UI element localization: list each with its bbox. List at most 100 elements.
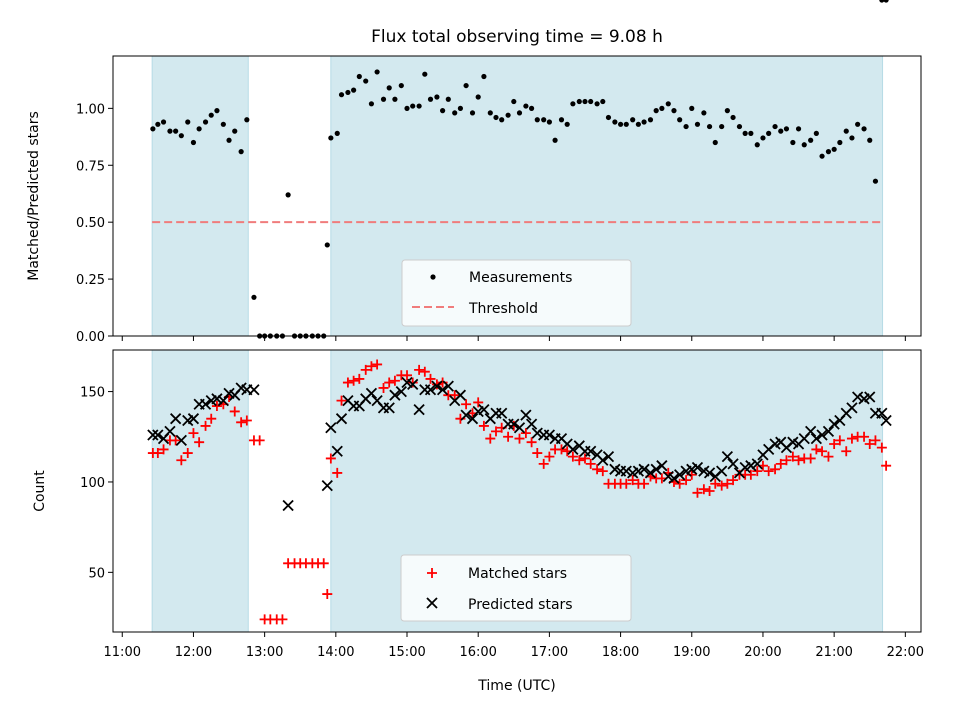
matched-star-marker bbox=[236, 417, 247, 428]
measurement-point bbox=[190, 139, 197, 146]
matched-star-marker bbox=[811, 444, 822, 455]
matched-star-marker bbox=[414, 364, 425, 375]
predicted-star-marker bbox=[496, 407, 508, 419]
predicted-star-marker bbox=[674, 469, 686, 481]
matched-star-marker bbox=[592, 464, 603, 475]
matched-star-marker bbox=[567, 451, 578, 462]
x-tick-label: 12:00 bbox=[175, 645, 212, 660]
measurement-point bbox=[380, 96, 387, 102]
matched-star-marker bbox=[639, 478, 650, 489]
measurement-point bbox=[173, 128, 179, 134]
matched-star-marker bbox=[763, 466, 774, 477]
legend-matched-label: Matched stars bbox=[468, 566, 567, 582]
measurement-point bbox=[457, 105, 464, 111]
measurement-point bbox=[244, 117, 250, 123]
measurement-point bbox=[808, 137, 814, 143]
matched-star-marker bbox=[775, 458, 786, 469]
predicted-star-marker bbox=[321, 479, 333, 492]
predicted-star-marker bbox=[602, 451, 615, 463]
predicted-star-marker bbox=[822, 425, 835, 437]
matched-star-marker bbox=[241, 415, 252, 426]
measurement-point bbox=[879, 0, 885, 3]
measurement-point bbox=[867, 137, 873, 143]
matched-star-marker bbox=[745, 469, 756, 480]
axes-frame bbox=[112, 349, 922, 633]
predicted-star-marker bbox=[727, 458, 739, 470]
matched-star-marker bbox=[384, 377, 395, 388]
predicted-star-marker bbox=[668, 472, 680, 484]
measurement-point bbox=[813, 130, 819, 136]
predicted-star-marker bbox=[442, 380, 454, 392]
measurement-point bbox=[368, 101, 375, 107]
matched-star-markers bbox=[147, 359, 892, 625]
predicted-star-marker bbox=[383, 402, 395, 414]
measurement-point bbox=[641, 119, 647, 125]
measurement-point bbox=[825, 149, 832, 155]
predicted-star-marker bbox=[543, 429, 556, 441]
measurement-point bbox=[351, 87, 357, 93]
matched-star-marker bbox=[817, 446, 828, 457]
predicted-star-marker bbox=[531, 427, 543, 439]
matched-star-marker bbox=[514, 433, 525, 444]
measurement-point bbox=[861, 126, 867, 132]
matched-star-marker bbox=[211, 401, 222, 412]
predicted-star-marker bbox=[170, 413, 182, 425]
measurement-point bbox=[689, 105, 695, 111]
matched-star-marker bbox=[728, 475, 739, 486]
measurement-point bbox=[374, 69, 380, 75]
measurement-point bbox=[440, 108, 446, 114]
predicted-star-marker bbox=[454, 389, 467, 401]
ratio-legend: Measurements Threshold bbox=[401, 259, 632, 327]
predicted-star-marker bbox=[716, 465, 728, 477]
matched-star-marker bbox=[627, 475, 638, 486]
predicted-star-marker bbox=[864, 391, 876, 403]
matched-star-marker bbox=[674, 478, 685, 489]
predicted-star-marker bbox=[620, 465, 632, 477]
measurement-point bbox=[196, 126, 202, 132]
measurement-point bbox=[167, 128, 173, 134]
predicted-star-marker bbox=[703, 467, 716, 479]
measurement-point bbox=[334, 130, 340, 136]
predicted-star-marker bbox=[525, 418, 538, 430]
predicted-star-marker bbox=[585, 445, 597, 457]
axes-frame bbox=[112, 55, 922, 337]
measurement-point bbox=[564, 121, 570, 127]
measurement-point bbox=[452, 110, 458, 116]
measurement-point bbox=[635, 121, 641, 127]
measurement-point bbox=[523, 103, 529, 109]
matched-star-marker bbox=[597, 466, 608, 477]
measurement-point bbox=[251, 294, 257, 300]
measurement-point bbox=[665, 101, 671, 107]
matched-star-marker bbox=[402, 370, 413, 381]
matched-star-marker bbox=[870, 435, 881, 446]
matched-star-marker bbox=[787, 451, 798, 462]
matched-star-marker bbox=[692, 487, 703, 498]
matched-star-marker bbox=[200, 420, 211, 431]
matched-star-marker bbox=[793, 455, 804, 466]
measurement-point bbox=[238, 149, 244, 155]
measurement-point bbox=[150, 126, 156, 132]
measurement-point bbox=[677, 117, 683, 123]
measurement-point bbox=[683, 123, 689, 130]
predicted-star-marker bbox=[431, 380, 443, 392]
measurement-point bbox=[719, 123, 725, 130]
matched-star-marker bbox=[823, 451, 834, 462]
measurement-point bbox=[795, 126, 802, 132]
measurement-point bbox=[511, 98, 517, 105]
predicted-star-marker bbox=[436, 384, 449, 396]
measurement-point bbox=[328, 135, 334, 141]
measurement-point bbox=[783, 126, 790, 132]
predicted-star-marker bbox=[325, 422, 337, 434]
measurement-point bbox=[534, 117, 540, 123]
predicted-star-marker bbox=[478, 404, 490, 416]
measurement-point bbox=[617, 121, 624, 127]
measurement-point bbox=[837, 139, 843, 146]
measurement-points bbox=[150, 0, 889, 339]
legend-measurements-label: Measurements bbox=[469, 270, 572, 286]
predicted-star-marker bbox=[876, 407, 888, 419]
measurement-point bbox=[208, 112, 214, 118]
matched-star-marker bbox=[389, 375, 400, 386]
y-tick-label: 1.00 bbox=[76, 102, 105, 117]
measurement-point bbox=[422, 71, 428, 77]
